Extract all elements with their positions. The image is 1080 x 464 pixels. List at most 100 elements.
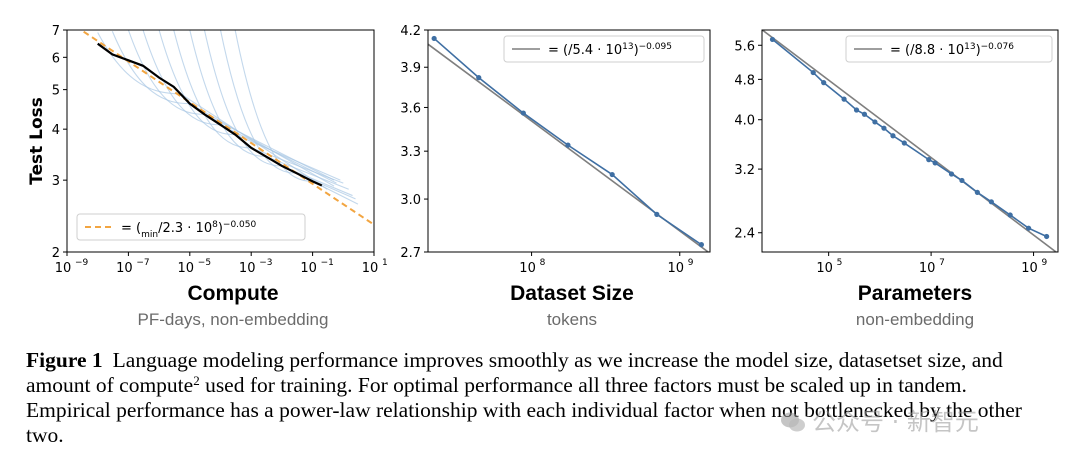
parameters-title: Parameters	[857, 282, 973, 305]
caption-label: Figure 1	[26, 348, 103, 372]
data-point	[1044, 233, 1050, 240]
y-tick-label: 4	[52, 123, 60, 138]
learning-curve	[189, 30, 349, 190]
data-point	[821, 80, 827, 86]
x-tick-label: 10	[178, 261, 195, 276]
data-point	[861, 111, 868, 117]
x-tick-label: 10	[362, 261, 379, 276]
x-tick-exponent: −9	[75, 258, 89, 268]
y-tick-label: 4.8	[734, 73, 755, 88]
data-point	[609, 171, 615, 178]
data-point	[841, 96, 847, 102]
dataset-frame	[427, 29, 711, 253]
legend-box	[845, 35, 1053, 63]
y-tick-label: 3.0	[400, 193, 421, 208]
parameters-subtitle: non-embedding	[855, 310, 975, 329]
data-point	[926, 157, 932, 163]
x-tick-exponent: −5	[198, 258, 211, 268]
parameters-plot-area	[762, 30, 1058, 252]
caption-text-2: used for training. For optimal performan…	[26, 373, 1022, 447]
data-point	[974, 189, 980, 196]
legend-box	[76, 213, 306, 241]
data-point	[901, 140, 907, 146]
learning-curve	[97, 32, 328, 190]
x-tick-label: 10	[919, 261, 936, 276]
x-tick-label: 10	[667, 261, 684, 276]
y-tick-label: 3.9	[400, 61, 421, 76]
x-tick-exponent: 8	[540, 258, 546, 268]
data-point	[565, 142, 571, 148]
x-tick-exponent: −3	[259, 258, 272, 268]
data-point	[881, 125, 887, 131]
x-tick-exponent: 5	[837, 258, 843, 268]
dataset-title: Dataset Size	[510, 282, 634, 305]
y-tick-label: 5.6	[734, 39, 755, 54]
y-tick-label: 2.4	[734, 227, 755, 242]
y-tick-label: 3.3	[400, 145, 421, 160]
learning-curve	[127, 30, 335, 181]
data-point	[769, 36, 776, 43]
y-tick-label: 6	[52, 51, 60, 66]
x-tick-label: 10	[116, 261, 133, 276]
data-point	[1007, 212, 1013, 218]
legend-box	[503, 35, 705, 63]
data-point	[698, 242, 705, 248]
data-point	[872, 119, 878, 125]
caption-footnote: 2	[193, 373, 200, 388]
figure-caption: Figure 1 Language modeling performance im…	[26, 348, 1056, 448]
x-tick-exponent: 7	[939, 258, 945, 268]
y-tick-label: 7	[52, 24, 60, 39]
wechat-icon	[781, 412, 805, 432]
y-tick-label: 4.0	[734, 114, 755, 129]
data-point	[1025, 225, 1032, 231]
fit-line	[79, 30, 374, 226]
data-point	[654, 211, 660, 217]
learning-curve	[203, 30, 353, 197]
data-point	[520, 110, 526, 116]
x-tick-label: 10	[300, 261, 317, 276]
x-tick-exponent: −7	[136, 258, 149, 268]
x-tick-label: 10	[55, 261, 72, 276]
watermark-text: 公众号 · 新智元	[812, 408, 979, 436]
compute-subtitle: PF-days, non-embedding	[137, 310, 329, 329]
compute-title: Compute	[187, 282, 279, 305]
data-point	[890, 133, 896, 139]
x-tick-exponent: −1	[321, 258, 334, 268]
y-tick-label: 2.7	[400, 246, 421, 261]
learning-curve	[158, 30, 341, 181]
y-tick-label: 2	[52, 246, 60, 261]
y-tick-label: 3.2	[734, 163, 755, 178]
x-tick-label: 10	[239, 261, 256, 276]
series-line	[433, 37, 702, 246]
y-axis-label: Test Loss	[27, 97, 47, 185]
data-point	[988, 199, 994, 205]
caption-text-1: Language modeling performance improves s…	[26, 348, 1003, 397]
parameters-frame	[761, 29, 1059, 253]
dataset-plot-area	[428, 35, 710, 252]
y-tick-label: 4.2	[400, 24, 421, 39]
frontier-line	[97, 42, 323, 187]
data-point	[959, 177, 965, 184]
learning-curve	[111, 31, 335, 187]
x-tick-label: 10	[816, 261, 833, 276]
y-tick-label: 5	[52, 84, 60, 99]
x-tick-label: 10	[1021, 261, 1038, 276]
x-tick-exponent: 1	[382, 258, 388, 268]
data-point	[948, 171, 955, 177]
dataset-panel: 2.73.03.33.63.94.2108109L = (D/5.4 · 101…	[400, 24, 711, 276]
watermark: 公众号 · 新智元	[780, 402, 979, 437]
y-tick-label: 3	[52, 174, 60, 189]
data-point	[853, 107, 860, 113]
x-tick-exponent: 9	[688, 258, 694, 268]
fit-line	[762, 30, 1058, 252]
data-point	[810, 69, 816, 76]
x-tick-label: 10	[519, 261, 536, 276]
y-tick-label: 3.6	[400, 101, 421, 116]
parameters-panel: 2.43.24.04.85.6105107109L = (N/8.8 · 101…	[734, 29, 1059, 276]
data-point	[431, 35, 437, 42]
data-point	[932, 160, 938, 166]
x-tick-exponent: 9	[1042, 258, 1048, 268]
